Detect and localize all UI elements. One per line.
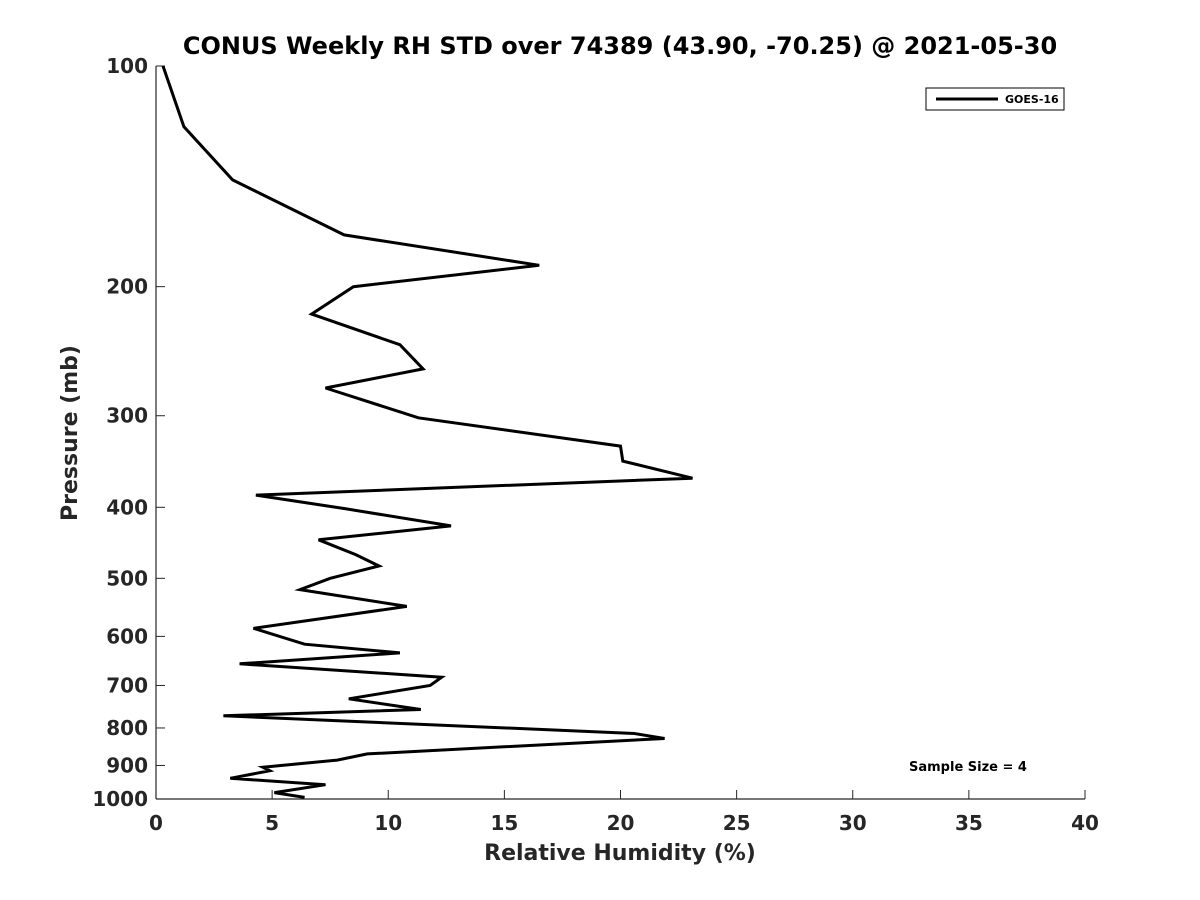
y-tick-label: 800	[106, 716, 148, 740]
y-tick-label: 100	[106, 54, 148, 78]
legend: GOES-16	[925, 87, 1065, 111]
x-tick-label: 30	[839, 811, 867, 835]
x-tick-label: 5	[265, 811, 279, 835]
y-tick-label: 200	[106, 275, 148, 299]
x-tick-label: 20	[607, 811, 635, 835]
plot-axes	[155, 66, 1085, 800]
y-tick-label: 700	[106, 673, 148, 697]
y-tick-label: 300	[106, 404, 148, 428]
y-axis-label: Pressure (mb)	[58, 345, 83, 521]
y-tick-label: 600	[106, 624, 148, 648]
series-layer	[161, 65, 693, 799]
series-line-goes16	[161, 65, 693, 799]
x-axis-label: Relative Humidity (%)	[484, 841, 756, 866]
x-tick-label: 0	[149, 811, 163, 835]
x-axis-ticks: 0 5 10 15 20 25 30 35 40	[149, 790, 1099, 835]
x-tick-label: 35	[955, 811, 983, 835]
sample-size-annotation: Sample Size = 4	[909, 760, 1027, 775]
x-tick-label: 10	[374, 811, 402, 835]
y-axis-ticks: 100 200 300 400 500 600 700 800 900 1000	[92, 54, 165, 811]
x-tick-label: 40	[1071, 811, 1099, 835]
y-tick-label: 400	[106, 495, 148, 519]
x-tick-label: 25	[723, 811, 751, 835]
legend-label-goes16: GOES-16	[1005, 93, 1059, 106]
y-tick-label: 1000	[92, 787, 148, 811]
chart-title: CONUS Weekly RH STD over 74389 (43.90, -…	[183, 32, 1057, 60]
y-tick-label: 500	[106, 566, 148, 590]
y-tick-label: 900	[106, 753, 148, 777]
x-tick-label: 15	[490, 811, 518, 835]
